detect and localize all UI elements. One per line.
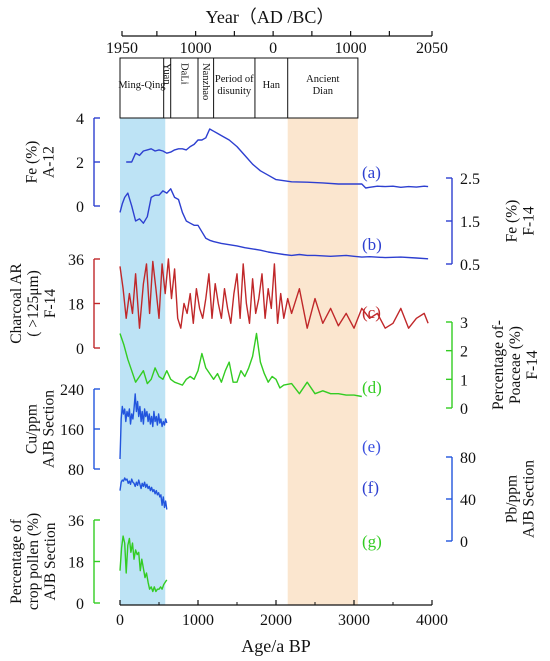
panel-g-tick-label-1: 18 — [68, 555, 84, 572]
top-tick-label-2: 1000 — [180, 40, 212, 57]
highlight-band-1 — [287, 118, 358, 605]
panel-e-ylabel: Cu/ppmAJB Section — [24, 390, 58, 468]
top-tick-label-6: 1000 — [335, 40, 367, 57]
panel-a-ylabel-line-0: Fe (%) — [24, 141, 41, 184]
panel-b-tick-label-1: 1.5 — [460, 214, 480, 231]
top-tick-label-8: 2050 — [416, 40, 448, 57]
panel-c-series-line — [119, 258, 429, 329]
top-tick-label-0: 1950 — [106, 40, 138, 57]
panel-g-ylabel: Percentage ofcrop pollen (%)AJB Section — [8, 513, 59, 610]
bottom-tick-label-0: 0 — [116, 612, 124, 629]
highlight-band-0 — [120, 118, 166, 605]
panel-e-ylabel-line-1: AJB Section — [41, 390, 58, 468]
panel-a-tick-label-1: 2 — [76, 155, 84, 172]
panel-e-tick-label-2: 240 — [60, 382, 84, 399]
panel-f: 0 40 80 Pb/ppmAJB Section (f) — [119, 450, 538, 551]
panel-a-ylabel: Fe (%)A-12 — [24, 141, 58, 184]
panel-a-label: (a) — [362, 163, 381, 182]
panel-b-ylabel-line-0: Fe (%) — [504, 200, 521, 243]
panel-b-ylabel: Fe (%)F-14 — [504, 200, 538, 243]
bottom-tick-label-2: 2000 — [260, 612, 292, 629]
bottom-tick-label-1: 1000 — [182, 612, 214, 629]
bottom-tick-label-4: 4000 — [416, 612, 448, 629]
panel-g-ylabel-line-0: Percentage of — [8, 518, 25, 604]
panel-d-label: (d) — [362, 378, 382, 397]
panel-c-label: (c) — [362, 303, 381, 322]
panel-e-label: (e) — [362, 437, 381, 456]
panel-d-tick-label-1: 1 — [460, 372, 468, 389]
top-tick-label-4: 0 — [269, 40, 277, 57]
panel-d-ylabel-line-2: F-14 — [524, 350, 541, 380]
panel-a-ylabel-line-1: A-12 — [41, 146, 58, 178]
panel-g-series-line — [119, 535, 168, 593]
panel-c-ylabel-line-0: Charcoal AR — [8, 263, 25, 344]
bottom-age-axis: Age/a BP 0 1000 2000 3000 4000 — [116, 600, 448, 656]
period-label-3: Nanzhao — [200, 63, 211, 100]
panel-b: 0.5 1.5 2.5 Fe (%)F-14 (b) — [119, 171, 538, 274]
period-label-6: Ancient Dian — [306, 74, 339, 97]
panel-c: 0 18 36 Charcoal AR( >125μm)F-14 (c) — [8, 252, 429, 358]
bottom-axis-title: Age/a BP — [241, 636, 311, 656]
period-label-5: Han — [263, 80, 281, 91]
panel-e-tick-label-1: 160 — [60, 422, 84, 439]
panel-g: 0 18 36 Percentage ofcrop pollen (%)AJB Sec… — [8, 513, 382, 613]
panel-d-tick-label-0: 0 — [460, 401, 468, 418]
panel-b-label: (b) — [362, 235, 382, 254]
bottom-tick-label-3: 3000 — [338, 612, 370, 629]
panel-f-series-line — [119, 477, 168, 510]
panel-g-ylabel-line-1: crop pollen (%) — [25, 513, 42, 610]
top-axis-title: Year（AD /BC） — [206, 7, 335, 27]
panel-c-tick-label-2: 36 — [68, 252, 84, 269]
panel-b-series-line — [119, 188, 429, 260]
panel-f-ylabel-line-0: Pb/ppm — [504, 475, 521, 523]
panel-b-tick-label-2: 2.5 — [460, 171, 480, 188]
panel-f-label: (f) — [362, 478, 379, 497]
panel-f-ylabel-line-1: AJB Section — [521, 460, 538, 538]
panel-c-tick-label-1: 18 — [68, 297, 84, 314]
panel-g-tick-label-2: 36 — [68, 513, 84, 530]
panel-c-ylabel: Charcoal AR( >125μm)F-14 — [8, 263, 59, 344]
panel-f-tick-label-0: 0 — [460, 534, 468, 551]
period-label-1: Yuan — [161, 63, 172, 85]
panel-f-tick-label-2: 80 — [460, 450, 476, 467]
panel-f-tick-label-1: 40 — [460, 492, 476, 509]
panel-e-series-line — [119, 393, 168, 460]
panel-e-tick-label-0: 80 — [68, 462, 84, 479]
panel-g-ylabel-line-2: AJB Section — [42, 522, 59, 600]
panel-a-tick-label-0: 0 — [76, 199, 84, 216]
period-label-4: Period of disunity — [215, 74, 254, 97]
panel-d: 0 1 2 3 Percentage of-Poaceae (%)F-14 (d) — [119, 315, 541, 418]
panel-c-ylabel-line-1: ( >125μm) — [25, 270, 42, 337]
panel-a: 0 2 4 Fe (%)A-12 (a) — [24, 111, 429, 216]
panel-f-ylabel: Pb/ppmAJB Section — [504, 460, 538, 538]
top-year-axis: Year（AD /BC） 1950 1000 0 1000 2050 — [106, 7, 448, 57]
panel-e-ylabel-line-0: Cu/ppm — [24, 404, 41, 454]
panel-b-ylabel-line-1: F-14 — [521, 206, 538, 236]
panel-g-tick-label-0: 0 — [76, 596, 84, 613]
panel-d-tick-label-2: 2 — [460, 344, 468, 361]
panel-d-ylabel: Percentage of-Poaceae (%)F-14 — [490, 320, 541, 410]
panel-g-label: (g) — [362, 532, 382, 551]
panel-b-tick-label-0: 0.5 — [460, 257, 480, 274]
period-table-frame — [119, 57, 359, 119]
panel-d-tick-label-3: 3 — [460, 315, 468, 332]
panel-d-series-line — [119, 332, 362, 398]
panel-a-series-line — [126, 128, 429, 189]
highlight-bands — [120, 118, 358, 605]
panel-d-ylabel-line-0: Percentage of- — [490, 320, 507, 410]
period-label-0: Ming-Qing — [118, 80, 166, 91]
panel-c-tick-label-0: 0 — [76, 341, 84, 358]
panel-a-tick-label-2: 4 — [76, 111, 84, 128]
period-label-2: DaLi — [178, 63, 189, 85]
panel-d-ylabel-line-1: Poaceae (%) — [507, 326, 524, 404]
panel-c-ylabel-line-2: F-14 — [42, 289, 59, 319]
